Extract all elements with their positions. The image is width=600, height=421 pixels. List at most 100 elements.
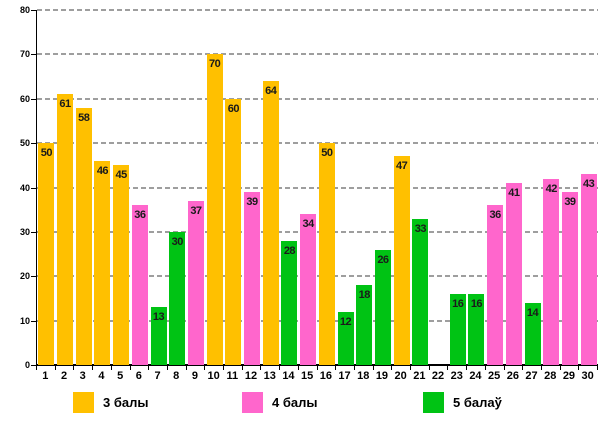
x-axis-tick: [73, 366, 74, 370]
x-axis-tick: [167, 366, 168, 370]
bar-value-label-8: 30: [171, 235, 184, 248]
x-axis-category-label-29: 29: [562, 370, 576, 382]
x-axis-category-label-1: 1: [42, 370, 49, 382]
x-axis-tick: [148, 366, 149, 370]
bar-value-label-10: 70: [209, 58, 221, 71]
x-axis-category-label-28: 28: [544, 370, 557, 382]
bar-19: 26: [374, 249, 391, 365]
x-axis-tick: [485, 366, 486, 370]
x-axis-category-label-20: 20: [394, 370, 407, 382]
gridline-50: [37, 142, 598, 145]
x-axis-category-label-17: 17: [338, 370, 351, 382]
x-axis-tick: [410, 366, 411, 370]
x-axis-tick: [242, 366, 243, 370]
y-axis-tick-label-50: 50: [19, 138, 30, 149]
bar-9: 37: [187, 200, 204, 365]
x-axis-category-label-18: 18: [357, 370, 370, 382]
x-axis-tick: [578, 366, 579, 370]
bar-value-label-21: 33: [414, 222, 427, 235]
bar-8: 30: [169, 231, 186, 365]
bar-value-label-28: 42: [545, 182, 558, 195]
x-axis-category-label-19: 19: [375, 370, 389, 382]
y-axis-tick: [31, 143, 36, 144]
bar-value-label-2: 61: [59, 98, 71, 111]
bar-value-label-30: 43: [583, 178, 595, 191]
x-axis-category-label-5: 5: [117, 370, 124, 382]
bar-26: 41: [505, 183, 522, 365]
x-axis-tick: [466, 366, 467, 370]
bar-4: 46: [94, 160, 111, 365]
bar-value-label-24: 16: [470, 298, 483, 310]
x-axis-category-label-2: 2: [60, 370, 68, 382]
y-axis-tick: [31, 188, 36, 189]
bar-24: 16: [468, 294, 485, 365]
bar-value-label-14: 28: [283, 244, 296, 257]
bar-value-label-25: 36: [489, 209, 502, 222]
bar-value-label-6: 36: [134, 209, 146, 222]
x-axis-tick: [447, 366, 448, 370]
bar-10: 70: [206, 54, 223, 365]
bar-30: 43: [580, 174, 597, 365]
bar-value-label-16: 50: [321, 147, 333, 160]
gridline-10: [37, 319, 598, 322]
bar-20: 47: [393, 156, 410, 365]
y-axis-tick-label-10: 10: [19, 315, 30, 326]
x-axis-tick: [391, 366, 392, 370]
x-axis-category-label-27: 27: [525, 370, 538, 382]
bar-value-label-17: 12: [339, 315, 352, 328]
bar-7: 13: [150, 307, 167, 365]
bar-25: 36: [487, 205, 504, 365]
y-axis-tick-label-70: 70: [19, 49, 30, 60]
x-axis-tick: [130, 366, 131, 370]
y-axis-tick: [31, 232, 36, 233]
gridline-40: [37, 186, 598, 189]
x-axis-tick: [92, 366, 93, 370]
x-axis-tick: [260, 366, 261, 370]
x-axis-tick: [541, 366, 542, 370]
legend-item-3-baly: 3 балы: [73, 391, 148, 413]
legend: 3 балы 4 балы 5 балаў: [0, 391, 600, 415]
bar-6: 36: [131, 205, 148, 365]
x-axis-category-label-24: 24: [469, 370, 482, 382]
legend-swatch-4-baly: [242, 391, 263, 413]
x-axis-category-label-3: 3: [79, 370, 86, 382]
x-axis-category-label-12: 12: [244, 370, 258, 382]
bar-value-label-29: 39: [564, 195, 576, 208]
x-axis-tick: [186, 366, 187, 370]
y-axis-tick-label-0: 0: [24, 360, 30, 370]
bar-value-label-3: 58: [78, 111, 90, 124]
bar-28: 42: [543, 178, 560, 365]
x-axis-category-label-30: 30: [581, 370, 594, 382]
x-axis-tick: [560, 366, 561, 370]
x-axis-category-label-15: 15: [301, 370, 314, 382]
y-axis-tick-label-40: 40: [19, 182, 30, 193]
plot-area: 50 61 58 46 45 36 13 30 37 70 60 39 64 28 34 50 12 18 26 47…: [36, 9, 598, 366]
x-axis-category-label-21: 21: [413, 370, 426, 382]
bar-29: 39: [561, 191, 578, 365]
bar-value-label-20: 47: [396, 160, 408, 173]
x-axis-category-label-26: 26: [506, 370, 519, 382]
bar-value-label-11: 60: [227, 102, 240, 115]
bar-16: 50: [318, 143, 335, 365]
x-axis-category-label-8: 8: [173, 370, 180, 382]
y-axis-tick-label-30: 30: [19, 226, 30, 237]
legend-label-4-baly: 4 балы: [272, 394, 318, 410]
x-axis-category-label-6: 6: [135, 370, 142, 382]
bar-11: 60: [225, 98, 242, 365]
gridline-70: [37, 53, 598, 56]
x-axis-tick: [36, 366, 37, 370]
bar-21: 33: [412, 218, 429, 365]
gridline-30: [37, 230, 598, 233]
bar-value-label-18: 18: [358, 289, 371, 302]
x-axis-tick: [522, 366, 523, 370]
bar-23: 16: [449, 294, 466, 365]
x-axis-category-label-14: 14: [282, 370, 295, 382]
y-axis-tick: [31, 99, 36, 100]
y-axis-tick: [31, 276, 36, 277]
x-axis-tick: [298, 366, 299, 370]
x-axis-tick: [223, 366, 224, 370]
y-axis-tick: [31, 10, 36, 11]
bar-3: 58: [75, 107, 92, 365]
x-axis-tick: [335, 366, 336, 370]
gridline-60: [37, 97, 598, 100]
